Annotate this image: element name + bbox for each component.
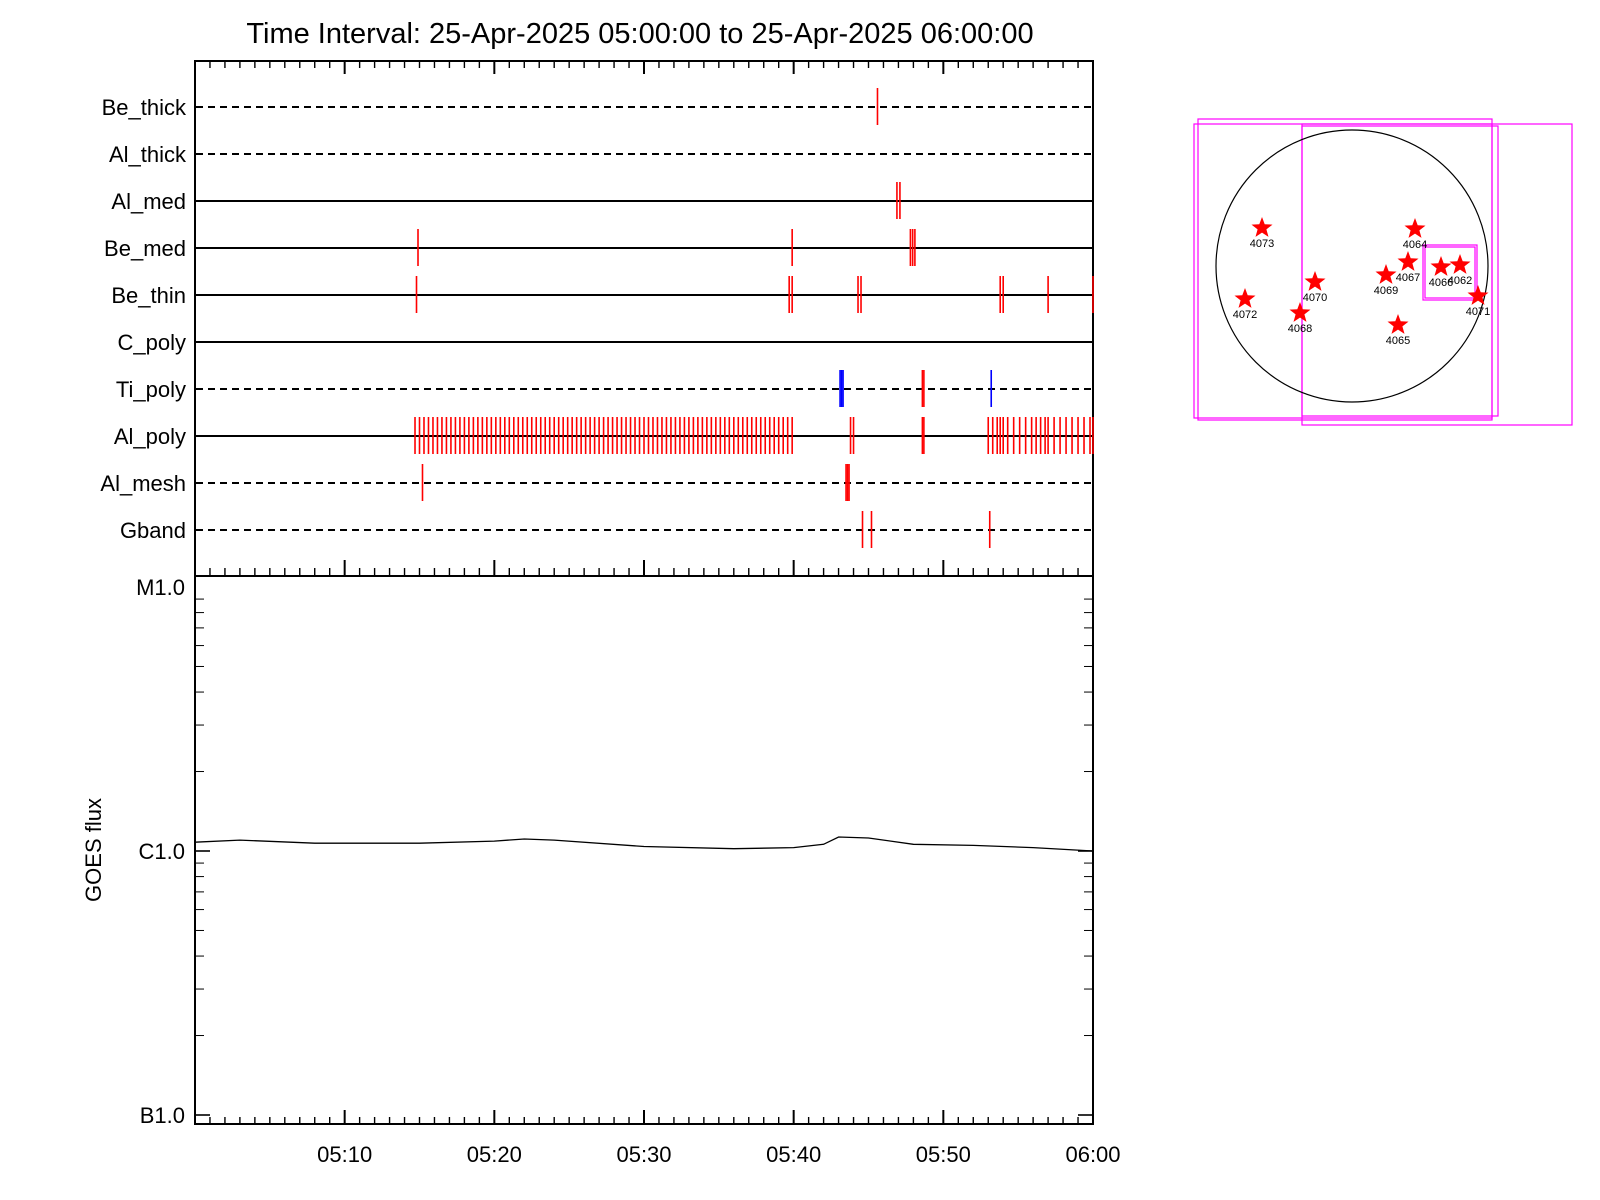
active-region-star [1449,254,1471,274]
active-region-label: 4070 [1303,292,1327,304]
y-tick-labels: M1.0 C1.0 B1.0 [136,575,185,1128]
active-region-label: 4065 [1386,335,1410,347]
active-region-star [1289,302,1311,322]
filter-label: Al_med [111,189,186,214]
filter-label: Al_thick [109,142,187,167]
filter-rows: Be_thick Al_thick Al_med Be_med Be_thin C_pol… [100,88,1094,548]
timeline-panel: Be_thick Al_thick Al_med Be_med Be_thin C_pol… [100,60,1094,577]
filter-label: Be_thin [111,283,186,308]
filter-row-gband: Gband [120,511,1092,548]
active-region-label: 4073 [1250,238,1274,250]
active-region-star [1375,264,1397,284]
active-region-label: 4066 [1429,277,1453,289]
filter-label: Al_poly [114,424,186,449]
active-region-label: 4062 [1448,275,1472,287]
fov-rectangle [1301,125,1499,417]
x-tick-label: 05:40 [766,1142,821,1167]
filter-label: Al_mesh [100,471,186,496]
x-tick-label: 05:50 [916,1142,971,1167]
filter-label: Gband [120,518,186,543]
filter-label: Ti_poly [116,377,186,402]
filter-row-ti-poly: Ti_poly [116,370,1092,407]
active-region-star [1387,314,1409,334]
fov-rectangle [1301,123,1573,426]
filter-row-al-poly: Al_poly [114,417,1094,454]
active-region-star [1234,288,1256,308]
fov-rectangle [1422,244,1478,301]
x-tick-label: 05:20 [467,1142,522,1167]
filter-row-al-mesh: Al_mesh [100,464,1092,501]
y-tick-label: C1.0 [139,839,185,864]
active-region-star [1467,285,1489,305]
active-region-star [1304,271,1326,291]
y-tick-label: M1.0 [136,575,185,600]
active-region-label: 4068 [1288,323,1312,335]
fov-rectangle [1193,123,1493,419]
x-tick-label: 05:30 [616,1142,671,1167]
fov-rectangles [1193,118,1573,426]
active-region-star [1430,256,1452,276]
active-region-label: 4069 [1374,285,1398,297]
filter-label: C_poly [118,330,186,355]
y-axis-label: GOES flux [81,798,106,902]
goes-flux-line [194,836,1094,852]
timeline-ticks [194,61,1094,576]
chart-title: Time Interval: 25-Apr-2025 05:00:00 to 2… [246,18,1033,50]
filter-row-be-thick: Be_thick [102,88,1092,125]
x-tick-labels: 05:10 05:20 05:30 05:40 05:50 06:00 [317,1142,1120,1167]
active-region-star [1397,251,1419,271]
filter-label: Be_med [104,236,186,261]
filter-label: Be_thick [102,95,187,120]
goes-frame [194,575,1094,1125]
filter-row-be-med: Be_med [104,229,1092,266]
active-region-label: 4071 [1466,306,1490,318]
active-region-label: 4072 [1233,309,1257,321]
filter-row-al-thick: Al_thick [109,142,1092,167]
x-tick-label: 05:10 [317,1142,372,1167]
solar-disk [1215,129,1489,403]
timeline-frame [194,60,1094,577]
active-region-label: 4067 [1396,272,1420,284]
x-tick-label: 06:00 [1065,1142,1120,1167]
fov-rectangle [1424,246,1476,299]
fov-rectangle [1197,118,1493,421]
active-region-label: 4064 [1403,239,1427,251]
filter-row-c-poly: C_poly [118,330,1092,355]
filter-row-be-thin: Be_thin [111,276,1094,313]
y-tick-label: B1.0 [140,1103,185,1128]
filter-row-al-med: Al_med [111,182,1092,219]
goes-panel: 05:10 05:20 05:30 05:40 05:50 06:00 M1.0 C1.0 B… [81,575,1121,1167]
active-region-star [1404,218,1426,238]
active-region-star [1251,217,1273,237]
goes-ticks [194,598,1094,1124]
